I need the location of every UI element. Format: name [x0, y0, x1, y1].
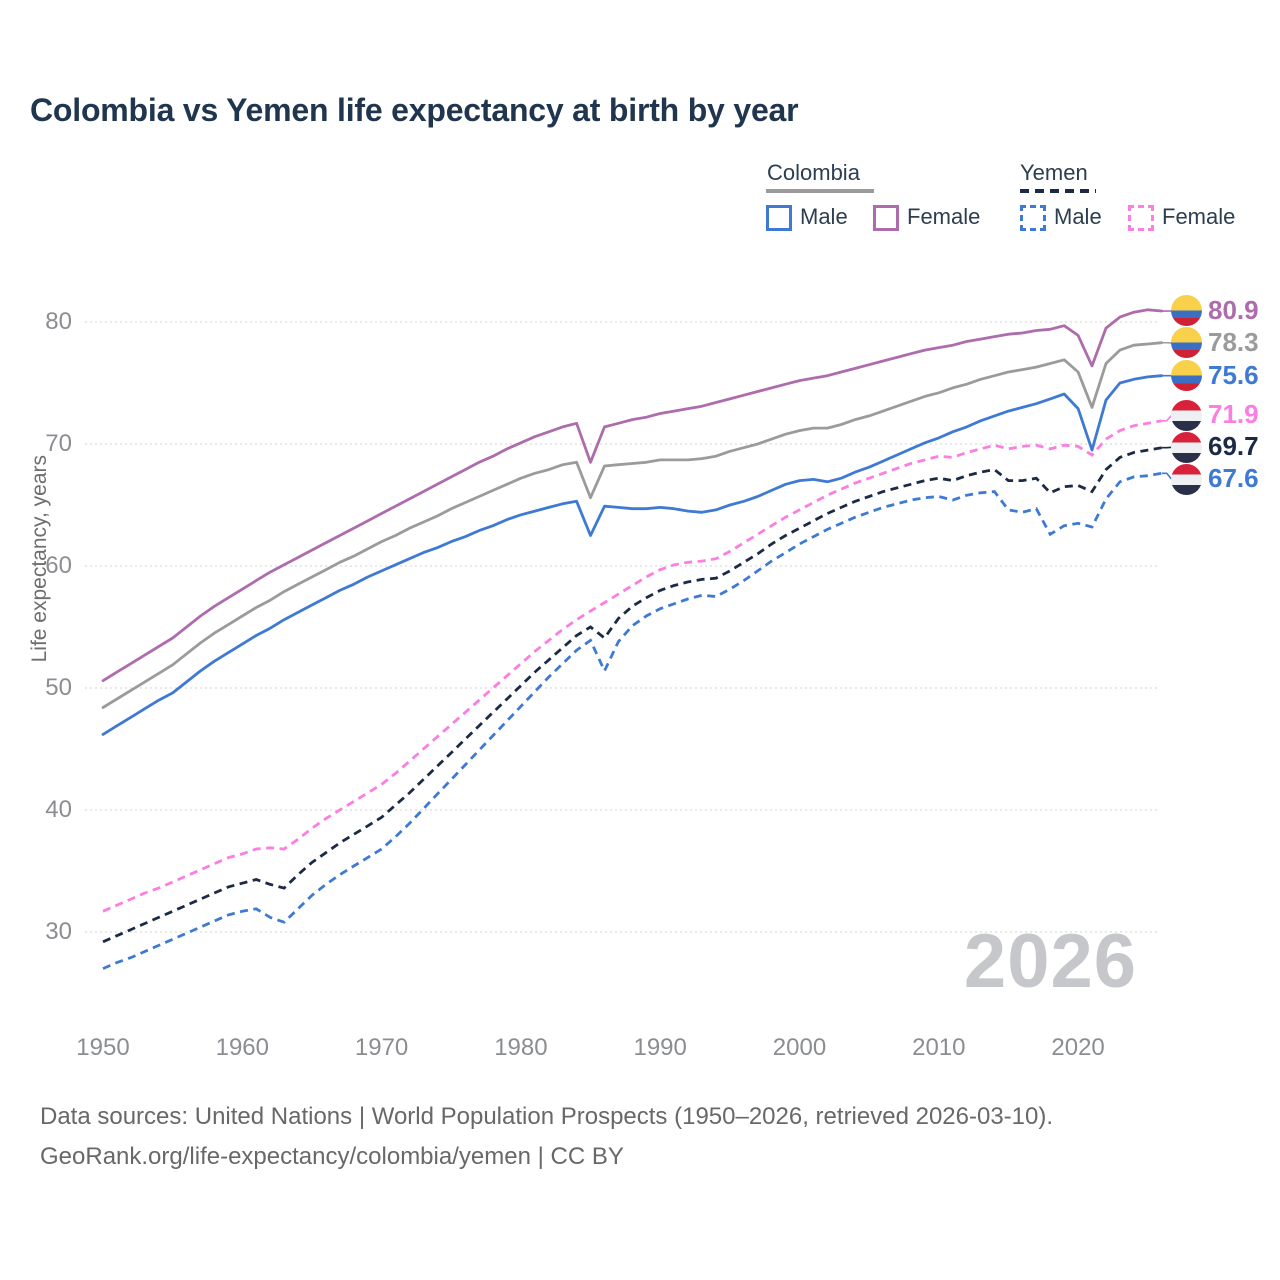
colombia-female-swatch-icon[interactable]: [873, 205, 899, 231]
footer-source-link[interactable]: GeoRank.org/life-expectancy/colombia/yem…: [40, 1143, 624, 1170]
x-tick-label: 1980: [494, 1034, 548, 1061]
y-tick-label: 40: [45, 796, 72, 823]
series-end-value: 71.9: [1208, 399, 1259, 430]
legend-item-yemen-male[interactable]: Male: [1054, 204, 1102, 229]
series-end-value: 78.3: [1208, 326, 1259, 357]
y-tick-label: 80: [45, 308, 72, 335]
legend-group-yemen-label: Yemen: [1020, 160, 1088, 185]
y-tick-label: 60: [45, 552, 72, 579]
x-tick-label: 1960: [215, 1034, 269, 1061]
series-end-value: 80.9: [1208, 294, 1259, 325]
yemen-flag-icon: [1171, 431, 1202, 463]
colombia-flag-icon: [1171, 295, 1202, 327]
colombia-flag-icon: [1171, 360, 1202, 392]
legend-item-yemen-female[interactable]: Female: [1162, 204, 1236, 229]
legend-item-colombia-male[interactable]: Male: [800, 204, 848, 229]
x-tick-label: 1990: [633, 1034, 687, 1061]
x-tick-label: 1950: [76, 1034, 130, 1061]
colombia-solid-line-swatch: [766, 189, 874, 193]
yemen-flag-icon: [1171, 399, 1202, 431]
yemen-dashed-line-swatch: [1020, 189, 1096, 193]
legend-item-colombia-female[interactable]: Female: [907, 204, 981, 229]
y-tick-label: 70: [45, 430, 72, 457]
x-tick-label: 1970: [354, 1034, 409, 1061]
series-end-value: 67.6: [1208, 463, 1259, 494]
yemen-male-swatch-icon[interactable]: [1020, 205, 1046, 231]
series-end-value: 75.6: [1208, 359, 1259, 390]
x-tick-label: 2010: [912, 1034, 966, 1061]
y-tick-label: 30: [45, 918, 72, 945]
x-tick-label: 2020: [1051, 1034, 1105, 1061]
colombia-flag-icon: [1171, 327, 1202, 359]
legend-group-colombia-label: Colombia: [767, 160, 860, 185]
footer-data-sources: Data sources: United Nations | World Pop…: [40, 1103, 1054, 1130]
yemen-female-swatch-icon[interactable]: [1128, 205, 1154, 231]
yemen-flag-icon: [1171, 463, 1202, 495]
page-title: Colombia vs Yemen life expectancy at bir…: [30, 92, 799, 128]
series-end-value: 69.7: [1208, 431, 1259, 462]
watermark-year: 2026: [963, 919, 1137, 1004]
x-tick-label: 2000: [772, 1034, 827, 1061]
y-tick-label: 50: [45, 674, 72, 701]
colombia-male-swatch-icon[interactable]: [766, 205, 792, 231]
